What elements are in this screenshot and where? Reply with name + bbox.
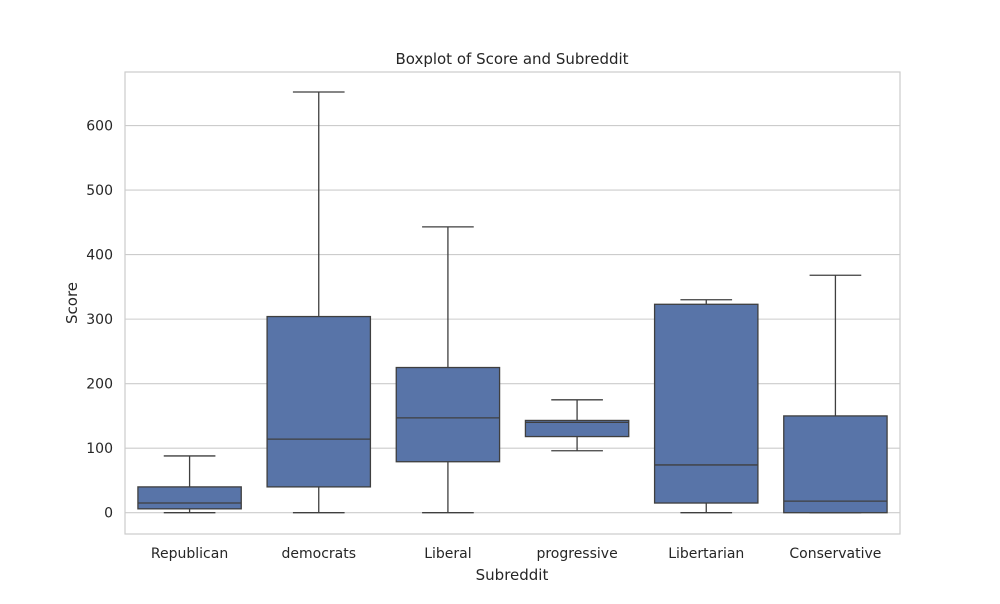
x-tick-labels: Republican democrats Liberal progressive Lib…	[151, 546, 881, 562]
x-axis-label: Subreddit	[476, 566, 549, 584]
grid-lines	[125, 125, 900, 514]
box-democrats	[266, 91, 372, 514]
box-republican	[137, 455, 242, 514]
y-tick-label: 600	[86, 119, 113, 135]
x-tick-label: Liberal	[424, 546, 471, 562]
iqr-box	[653, 303, 759, 504]
iqr-box	[524, 419, 630, 438]
iqr-box	[137, 486, 242, 510]
x-tick-label: democrats	[281, 546, 356, 562]
iqr-box	[395, 366, 501, 463]
box-libertarian	[653, 299, 759, 514]
y-tick-label: 200	[86, 377, 113, 393]
y-tick-label: 300	[86, 312, 113, 328]
x-tick-label: progressive	[536, 546, 617, 562]
y-tick-label: 0	[104, 506, 113, 522]
iqr-box	[783, 415, 888, 514]
y-tick-labels: 0 100 200 300 400 500 600	[86, 119, 113, 522]
y-axis-label: Score	[63, 282, 81, 324]
box-conservative	[783, 274, 888, 514]
x-tick-label: Republican	[151, 546, 228, 562]
box-progressive	[524, 399, 630, 452]
x-tick-label: Libertarian	[668, 546, 744, 562]
y-tick-label: 500	[86, 183, 113, 199]
box-liberal	[395, 226, 501, 514]
chart-title: Boxplot of Score and Subreddit	[395, 50, 628, 68]
x-tick-label: Conservative	[789, 546, 881, 562]
iqr-box	[266, 315, 372, 488]
plot-frame	[124, 71, 901, 535]
box-series	[137, 91, 888, 514]
y-tick-label: 100	[86, 441, 113, 457]
y-tick-label: 400	[86, 248, 113, 264]
